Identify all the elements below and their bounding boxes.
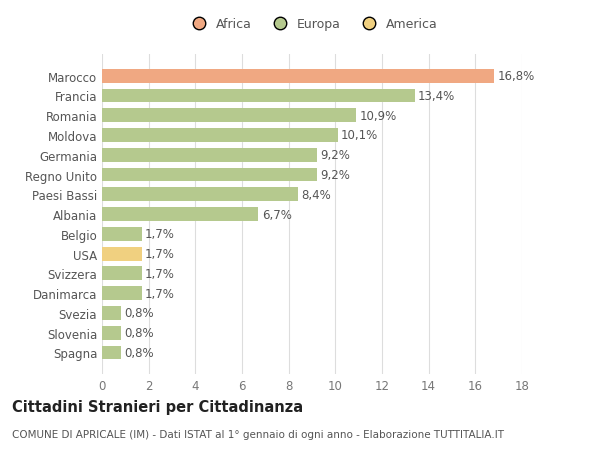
Bar (102, 326, 121, 340)
Text: 0,8%: 0,8% (124, 346, 154, 359)
Text: 10,1%: 10,1% (341, 129, 379, 142)
Bar (102, 168, 317, 182)
Legend: Africa, Europa, America: Africa, Europa, America (181, 13, 443, 36)
Bar (102, 346, 121, 359)
Bar (102, 109, 356, 123)
Text: 9,2%: 9,2% (320, 168, 350, 182)
Text: 0,8%: 0,8% (124, 307, 154, 320)
Text: 1,7%: 1,7% (145, 267, 175, 280)
Bar (102, 306, 121, 320)
Text: 13,4%: 13,4% (418, 90, 455, 103)
Bar (102, 90, 415, 103)
Text: 1,7%: 1,7% (145, 287, 175, 300)
Bar (102, 247, 142, 261)
Text: 1,7%: 1,7% (145, 228, 175, 241)
Bar (102, 70, 494, 84)
Text: 16,8%: 16,8% (497, 70, 535, 83)
Text: 8,4%: 8,4% (302, 188, 331, 202)
Text: Cittadini Stranieri per Cittadinanza: Cittadini Stranieri per Cittadinanza (12, 399, 303, 414)
Bar (102, 286, 142, 300)
Text: 6,7%: 6,7% (262, 208, 292, 221)
Text: 0,8%: 0,8% (124, 326, 154, 340)
Text: 9,2%: 9,2% (320, 149, 350, 162)
Bar (102, 188, 298, 202)
Bar (102, 227, 142, 241)
Bar (102, 149, 317, 162)
Bar (102, 207, 259, 222)
Text: 10,9%: 10,9% (360, 109, 397, 123)
Bar (102, 129, 338, 143)
Text: 1,7%: 1,7% (145, 247, 175, 261)
Bar (102, 267, 142, 280)
Text: COMUNE DI APRICALE (IM) - Dati ISTAT al 1° gennaio di ogni anno - Elaborazione T: COMUNE DI APRICALE (IM) - Dati ISTAT al … (12, 429, 504, 439)
